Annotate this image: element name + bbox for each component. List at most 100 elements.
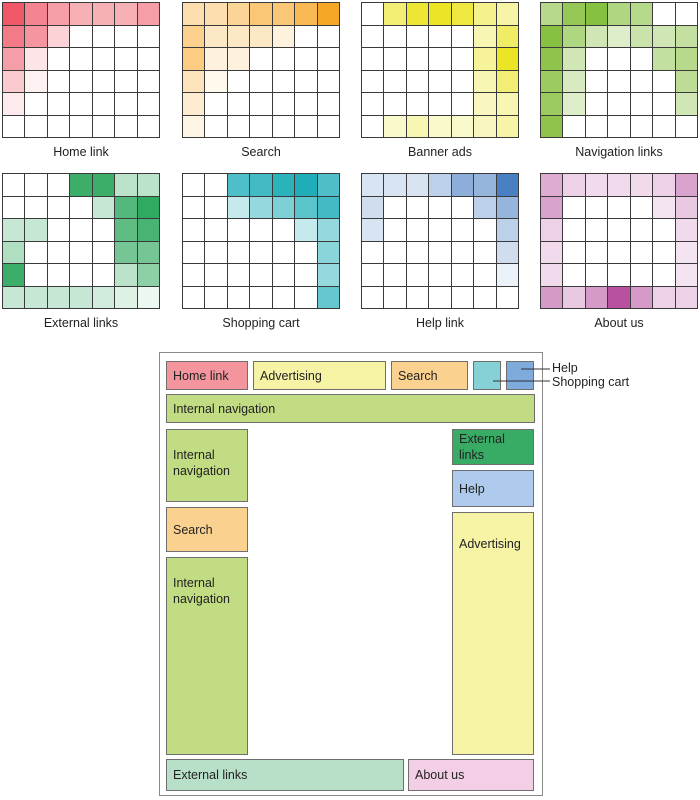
heatmap-cell <box>674 240 699 264</box>
heatmap-cell <box>562 173 586 197</box>
heatmap-cell <box>69 263 93 287</box>
heatmap-cell <box>405 2 430 26</box>
heatmap-cell <box>204 92 228 116</box>
heatmap-cell <box>360 92 385 116</box>
heatmap-cell <box>294 195 318 219</box>
heatmap-about-us <box>539 173 699 309</box>
heatmap-cell <box>360 195 385 219</box>
heatmap-cell <box>249 285 273 309</box>
heatmap-cell <box>629 114 654 138</box>
heatmap-cell <box>226 195 251 219</box>
heatmap-cell <box>114 240 138 264</box>
heatmap-cell <box>674 285 699 309</box>
search-left-zone: Search <box>166 507 248 552</box>
heatmap-cell <box>428 92 452 116</box>
heatmap-cell <box>473 218 497 242</box>
heatmap-cell <box>136 2 161 26</box>
heatmap-cell <box>562 285 586 309</box>
heatmap-grid <box>181 2 341 138</box>
heatmap-cell <box>69 24 93 48</box>
heatmap-cell <box>91 114 116 138</box>
heatmap-cell <box>1 195 26 219</box>
heatmap-cell <box>539 114 564 138</box>
heatmap-cell <box>562 195 586 219</box>
heatmap-cell <box>1 218 26 242</box>
heatmap-cell <box>539 173 564 197</box>
heatmap-cell <box>136 195 161 219</box>
heatmap-cell <box>652 263 676 287</box>
heatmap-cell <box>450 173 475 197</box>
heatmap-caption: Banner ads <box>408 145 472 159</box>
heatmap-cell <box>136 218 161 242</box>
heatmap-cell <box>674 69 699 93</box>
heatmap-cell <box>473 47 497 71</box>
heatmap-cell <box>674 114 699 138</box>
heatmap-cell <box>360 114 385 138</box>
heatmap-cell <box>316 218 341 242</box>
heatmap-cell <box>450 69 475 93</box>
heatmap-cell <box>1 2 26 26</box>
heatmap-cell <box>495 69 520 93</box>
heatmap-cell <box>114 114 138 138</box>
heatmap-cell <box>1 69 26 93</box>
heatmap-cell <box>226 240 251 264</box>
heatmap-cell <box>271 173 296 197</box>
heatmap-cell <box>539 263 564 287</box>
heatmap-caption: Search <box>241 145 281 159</box>
heatmap-cell <box>46 240 71 264</box>
heatmap-cell <box>584 24 609 48</box>
heatmap-cell <box>114 173 138 197</box>
heatmap-cell <box>473 24 497 48</box>
about-us-bottom-zone: About us <box>408 759 534 791</box>
heatmap-cell <box>607 285 631 309</box>
heatmap-cell <box>473 92 497 116</box>
heatmap-cell <box>114 47 138 71</box>
internal-navigation-left-top-label: Internal navigation <box>173 448 230 478</box>
heatmap-cell <box>562 114 586 138</box>
heatmap-home-link <box>1 2 161 138</box>
heatmap-cell <box>405 263 430 287</box>
heatmap-cell <box>91 285 116 309</box>
heatmap-cell <box>495 47 520 71</box>
heatmap-cell <box>91 263 116 287</box>
internal-navigation-bar: Internal navigation <box>166 394 535 423</box>
heatmap-cell <box>136 285 161 309</box>
heatmap-cell <box>405 173 430 197</box>
heatmap-cell <box>294 218 318 242</box>
heatmap-cell <box>316 195 341 219</box>
heatmap-cell <box>316 24 341 48</box>
heatmap-cell <box>495 114 520 138</box>
heatmap-cell <box>294 285 318 309</box>
heatmap-cell <box>24 24 48 48</box>
heatmap-cell <box>539 2 564 26</box>
heatmap-cell <box>629 47 654 71</box>
heatmap-cell <box>607 218 631 242</box>
heatmap-cell <box>204 173 228 197</box>
home-link-zone: Home link <box>166 361 248 390</box>
heatmap-cell <box>136 263 161 287</box>
help-zone <box>506 361 534 390</box>
heatmap-cell <box>181 92 206 116</box>
heatmap-cell <box>69 240 93 264</box>
heatmap-cell <box>181 114 206 138</box>
heatmap-cell <box>473 285 497 309</box>
heatmap-cell <box>562 47 586 71</box>
heatmap-cell <box>629 173 654 197</box>
external-links-right-label: External links <box>459 432 505 462</box>
heatmap-cell <box>360 285 385 309</box>
heatmap-cell <box>114 69 138 93</box>
heatmap-cell <box>316 173 341 197</box>
heatmap-cell <box>226 2 251 26</box>
heatmap-caption: Help link <box>416 316 464 330</box>
heatmap-cell <box>562 240 586 264</box>
heatmap-cell <box>181 263 206 287</box>
heatmap-cell <box>652 173 676 197</box>
heatmap-grid <box>181 173 341 309</box>
heatmap-cell <box>181 173 206 197</box>
heatmap-cell <box>473 114 497 138</box>
heatmap-cell <box>136 240 161 264</box>
heatmap-cell <box>249 173 273 197</box>
heatmap-cell <box>249 195 273 219</box>
heatmap-cell <box>204 114 228 138</box>
help-right-label: Help <box>459 481 485 496</box>
